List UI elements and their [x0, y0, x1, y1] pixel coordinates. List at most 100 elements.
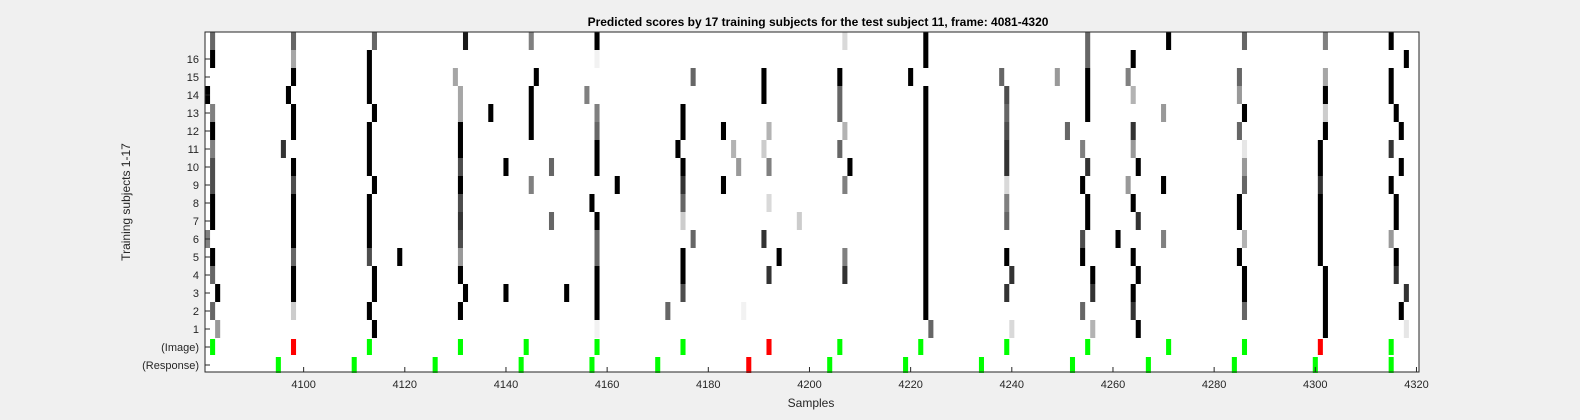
score-cell: [594, 32, 600, 50]
score-cell: [680, 212, 686, 230]
score-cell: [290, 284, 297, 302]
score-cell: [923, 266, 929, 284]
response-marker: [1145, 357, 1151, 373]
score-cell: [720, 122, 727, 140]
score-cell: [766, 194, 772, 212]
score-cell: [1241, 158, 1248, 176]
score-cell: [923, 230, 929, 248]
score-cell: [210, 176, 216, 194]
score-cell: [210, 104, 216, 122]
y-tick-label: 3: [193, 288, 199, 300]
score-cell: [837, 104, 843, 122]
score-cell: [594, 122, 600, 140]
score-cell: [210, 50, 216, 68]
score-cell: [457, 194, 463, 212]
image-marker: [1241, 339, 1248, 355]
y-tick-label: 16: [187, 54, 199, 66]
score-cell: [1085, 86, 1091, 104]
score-cell: [923, 32, 929, 50]
score-cell: [690, 230, 696, 248]
score-cell: [1130, 248, 1136, 266]
score-cell: [1085, 68, 1091, 86]
score-cell: [1388, 68, 1394, 86]
score-cell: [1064, 122, 1070, 140]
score-cell: [928, 320, 934, 338]
x-tick-label: 4220: [898, 379, 922, 391]
score-cell: [1322, 68, 1328, 86]
response-marker: [978, 357, 984, 373]
score-cell: [1085, 32, 1091, 50]
x-tick-label: 4300: [1303, 379, 1327, 391]
score-cell: [462, 32, 469, 50]
score-cell: [594, 140, 600, 158]
score-cell: [462, 284, 469, 302]
score-cell: [1009, 266, 1015, 284]
score-cell: [290, 68, 297, 86]
score-cell: [675, 140, 681, 158]
score-cell: [210, 194, 216, 212]
score-cell: [371, 176, 377, 194]
score-cell: [366, 140, 372, 158]
score-cell: [371, 320, 377, 338]
y-tick-label: 10: [187, 162, 199, 174]
y-tick-label: 13: [187, 108, 199, 120]
score-cell: [533, 68, 539, 86]
y-axis-label: Training subjects 1-17: [119, 143, 133, 261]
score-cell: [1090, 284, 1096, 302]
score-cell: [457, 266, 463, 284]
response-marker: [589, 357, 595, 373]
score-cell: [290, 266, 297, 284]
image-marker: [210, 339, 216, 355]
score-cell: [842, 266, 848, 284]
score-cell: [614, 176, 620, 194]
score-cell: [528, 176, 534, 194]
score-cell: [528, 104, 534, 122]
score-cell: [594, 212, 600, 230]
score-cell: [1241, 284, 1248, 302]
score-cell: [548, 212, 555, 230]
score-cell: [285, 86, 291, 104]
score-cell: [366, 86, 372, 104]
score-cell: [837, 68, 843, 86]
score-cell: [1317, 140, 1323, 158]
score-cell: [366, 194, 372, 212]
score-cell: [842, 122, 848, 140]
score-cell: [1241, 176, 1248, 194]
score-cell: [371, 32, 377, 50]
score-cell: [594, 158, 600, 176]
score-cell: [371, 104, 377, 122]
score-cell: [1115, 230, 1121, 248]
score-cell: [366, 122, 372, 140]
image-marker: [594, 339, 600, 355]
score-cell: [842, 176, 848, 194]
score-cell: [1398, 302, 1404, 320]
score-cell: [761, 68, 767, 86]
score-cell: [528, 32, 534, 50]
y-tick-label: 15: [187, 72, 199, 84]
image-marker: [1317, 339, 1323, 355]
score-cell: [1085, 194, 1091, 212]
score-cell: [680, 122, 686, 140]
score-cell: [923, 50, 929, 68]
score-cell: [1236, 248, 1242, 266]
score-cell: [1130, 86, 1136, 104]
score-cell: [584, 86, 590, 104]
score-cell: [741, 302, 747, 320]
score-cell: [1403, 284, 1409, 302]
score-cell: [1236, 122, 1242, 140]
score-cell: [1004, 104, 1010, 122]
score-cell: [1322, 104, 1328, 122]
score-cell: [488, 104, 494, 122]
score-cell: [290, 248, 297, 266]
image-marker: [680, 339, 686, 355]
score-cell: [290, 302, 297, 320]
score-cell: [1009, 320, 1015, 338]
score-cell: [923, 248, 929, 266]
score-cell: [1135, 266, 1141, 284]
x-tick-label: 4140: [494, 379, 518, 391]
score-cell: [923, 284, 929, 302]
score-cell: [594, 266, 600, 284]
score-cell: [1241, 32, 1248, 50]
score-cell: [503, 284, 509, 302]
score-cell: [1322, 266, 1328, 284]
